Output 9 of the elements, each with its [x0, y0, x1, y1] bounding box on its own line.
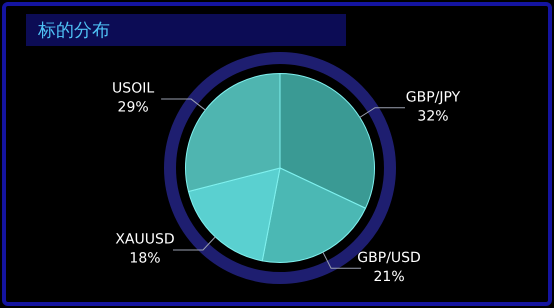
- slice-label: XAUUSD: [115, 232, 175, 248]
- data-label: 32%: [417, 108, 449, 124]
- slice-label: GBP/JPY: [406, 89, 461, 106]
- data-label: 29%: [118, 100, 149, 116]
- data-label: 18%: [129, 250, 161, 267]
- data-label: 21%: [374, 268, 405, 285]
- chart-title: 标的分布: [38, 19, 110, 42]
- slice-label: GBP/USD: [357, 250, 421, 266]
- slice-label: USOIL: [112, 80, 154, 97]
